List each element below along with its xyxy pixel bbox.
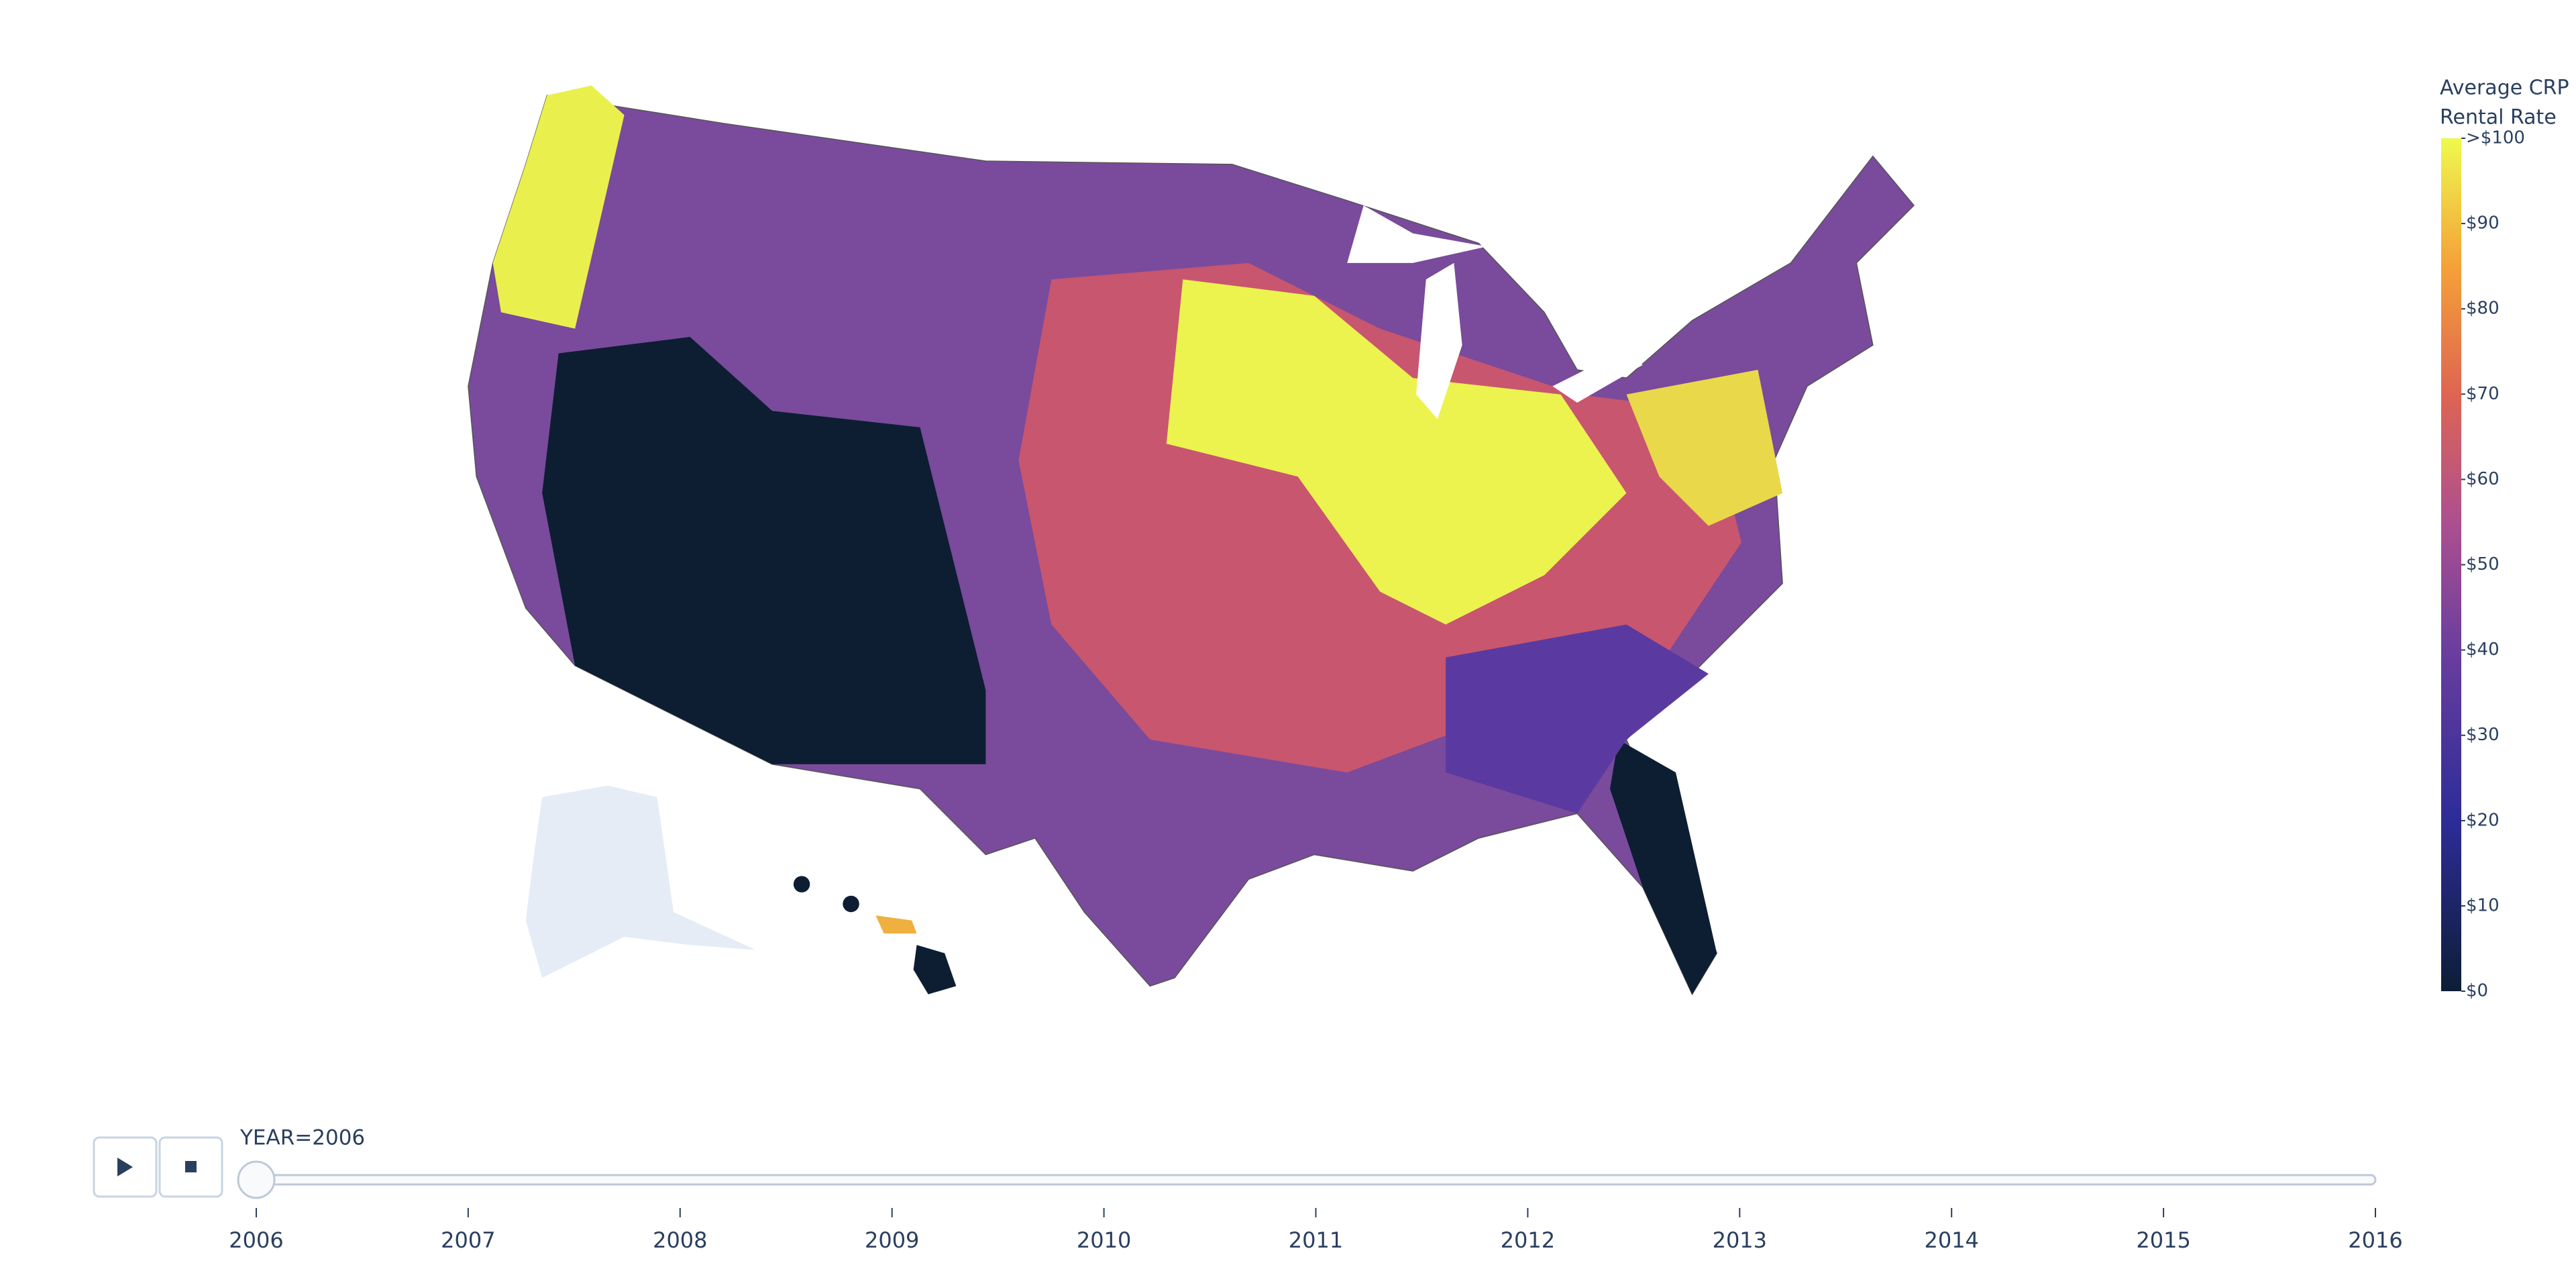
- slider-tick-label: 2007: [441, 1227, 495, 1253]
- slider-tick-label: 2016: [2348, 1227, 2402, 1253]
- colorbar-tick-label: $0: [2466, 981, 2488, 1001]
- hawaii: [913, 945, 957, 995]
- slider-tick-label: 2015: [2136, 1227, 2190, 1253]
- colorbar-tick-label: $10: [2466, 895, 2500, 915]
- slider-tick-label: 2006: [229, 1227, 283, 1253]
- hawaii-maui: [875, 915, 917, 934]
- colorbar-tick-label: >$100: [2466, 128, 2525, 148]
- alaska: [525, 785, 756, 978]
- colorbar-tick-label: $70: [2466, 384, 2500, 404]
- slider-tick-label: 2013: [1713, 1227, 1767, 1253]
- colorbar-tick-label: $80: [2466, 299, 2500, 319]
- slider-tick-label: 2010: [1077, 1227, 1131, 1253]
- hawaii-kauai: [793, 876, 810, 893]
- slider-tick-label: 2008: [653, 1227, 707, 1253]
- slider-tick-label: 2012: [1501, 1227, 1555, 1253]
- hawaii-oahu: [843, 895, 859, 913]
- slider-tick-label: 2009: [865, 1227, 919, 1253]
- stop-button[interactable]: [158, 1136, 223, 1198]
- colorbar-title: Average CRP: [2440, 77, 2569, 100]
- colorbar: [2441, 138, 2461, 991]
- florida: [1610, 740, 1717, 995]
- lake-michigan: [1416, 262, 1462, 419]
- slider-tick-label: 2014: [1924, 1227, 1978, 1253]
- slider-track[interactable]: [255, 1174, 2377, 1186]
- colorbar-title: Rental Rate: [2440, 106, 2557, 130]
- colorbar-tick-label: $90: [2466, 213, 2500, 234]
- colorbar-tick-label: $40: [2466, 640, 2500, 660]
- mid-atlantic: [1626, 370, 1783, 526]
- map: [468, 85, 1915, 996]
- lake-superior: [1347, 205, 1487, 263]
- colorbar-tick-label: $60: [2466, 469, 2500, 489]
- southeast: [1446, 624, 1709, 814]
- slider-handle[interactable]: [237, 1160, 276, 1199]
- colorbar-tick-label: $30: [2466, 725, 2500, 745]
- lake-erie: [1552, 353, 1643, 403]
- slider-tick-label: 2011: [1289, 1227, 1343, 1253]
- play-button[interactable]: [93, 1136, 158, 1198]
- pacific-northwest: [492, 85, 625, 329]
- southwest: [542, 337, 986, 764]
- colorbar-tick-label: $20: [2466, 810, 2500, 830]
- colorbar-tick-label: $50: [2466, 554, 2500, 574]
- slider-label: YEAR=2006: [239, 1126, 365, 1150]
- corn-belt: [1166, 279, 1627, 625]
